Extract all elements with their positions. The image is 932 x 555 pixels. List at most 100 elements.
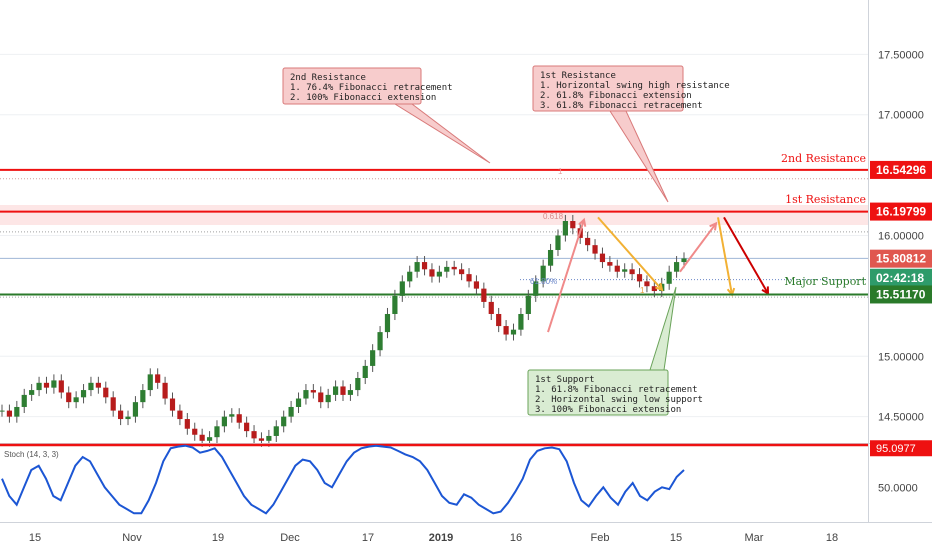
price-badge-text: 15.80812 [876, 252, 926, 266]
candle-body [540, 265, 546, 282]
level-label-major-support: Major Support [784, 275, 866, 288]
candle-body [347, 390, 354, 395]
stoch-axis: 95.0977 50.0000 [870, 440, 932, 494]
candle-body [599, 253, 606, 263]
candle-body [518, 313, 524, 330]
candle-body [118, 410, 124, 420]
level-lines [0, 168, 868, 298]
support1-note-line-4: 3. 100% Fibonacci extension [535, 405, 681, 415]
price-badge-bg [870, 285, 932, 304]
swing-arrow-down-1-head [655, 282, 664, 292]
resistance-zone [0, 205, 868, 225]
candle-body [592, 245, 598, 254]
resistance2-note-line-1: 2nd Resistance [290, 73, 366, 83]
candle-body [533, 281, 539, 296]
swing-arrow-up-2 [679, 222, 717, 273]
resistance2-callout: 2nd Resistance 1. 76.4% Fibonacci retrac… [282, 67, 491, 164]
candle-body [214, 426, 220, 438]
projected-target-arrow [723, 216, 769, 294]
x-tick-label: 16 [510, 532, 522, 544]
candle-body [436, 271, 442, 277]
x-tick-label: 2019 [429, 532, 453, 544]
candle-body [251, 431, 257, 439]
x-tick-label: Mar [745, 532, 764, 544]
candle-body [429, 269, 435, 277]
candle-body [473, 281, 480, 289]
x-tick-label: Dec [280, 532, 300, 544]
candle-body [132, 402, 139, 417]
x-tick-label: 15 [670, 532, 682, 544]
candle-body [362, 365, 368, 378]
fib-label-6180: 61.80% [530, 277, 557, 286]
stoch-tick-label: 50.0000 [878, 482, 918, 494]
price-badge-text: 02:42:18 [876, 271, 924, 285]
x-tick-label: 17 [362, 532, 374, 544]
y-tick-label: 17.50000 [878, 49, 924, 61]
candle-body [585, 237, 591, 246]
candle-body [466, 274, 472, 282]
price-badge-bg [870, 160, 932, 179]
candle-body [496, 313, 502, 327]
candle-body [340, 386, 346, 395]
support1-note-line-1: 1st Support [535, 375, 595, 385]
candle-body [503, 326, 509, 335]
swing-arrow-up-1-head [578, 217, 587, 227]
support1-note-line-2: 1. 61.8% Fibonacci retracement [535, 385, 698, 395]
candle-body [273, 426, 279, 436]
candle-body [177, 410, 183, 420]
candle-body [407, 271, 413, 282]
candle-body [80, 390, 87, 398]
resistance2-note-line-3: 2. 100% Fibonacci extension [290, 93, 436, 103]
candle-body [370, 350, 376, 366]
candle-body [58, 380, 64, 393]
candle-body [199, 434, 205, 441]
time-axis: 15 Nov 19 Dec 17 2019 16 Feb 15 Mar 18 [29, 532, 838, 544]
candle-body [147, 374, 153, 391]
candle-body [110, 397, 116, 411]
price-badges: 16.54296 16.19799 15.80812 02:42:18 15.51170 [870, 160, 932, 304]
resistance1-callout: 1st Resistance 1. Horizontal swing high … [532, 65, 730, 203]
x-tick-label: 19 [212, 532, 224, 544]
candle-body [547, 249, 554, 266]
swing-arrow-up-2-head [709, 221, 718, 231]
candle-body [125, 416, 131, 420]
candle-body [377, 332, 383, 351]
y-tick-label: 14.50000 [878, 412, 924, 424]
candle-body [236, 414, 242, 423]
candle-body [103, 387, 109, 398]
stoch-badge-text: 95.0977 [876, 443, 916, 455]
fib-label-1-lower: 1 [640, 286, 645, 295]
candle-body [43, 382, 50, 388]
candle-body [169, 398, 176, 411]
candle-body [155, 374, 161, 383]
candle-body [622, 269, 628, 272]
candle-body [392, 295, 398, 314]
price-badge-text: 16.19799 [876, 205, 926, 219]
price-badge-bg [870, 249, 932, 268]
candle-body [221, 416, 227, 427]
candle-body [244, 422, 250, 432]
x-tick-label: 18 [826, 532, 838, 544]
candle-body [451, 266, 457, 270]
candle-body [459, 269, 465, 275]
candle-body [384, 313, 391, 333]
candle-body [629, 269, 635, 275]
fib-label-1-upper: 1 [558, 167, 563, 176]
x-tick-label: Feb [591, 532, 610, 544]
candle-body [488, 301, 494, 314]
candle-body [295, 398, 302, 407]
candle-body [421, 262, 428, 270]
candle-body [88, 382, 94, 391]
level-label-resistance1: 1st Resistance [785, 193, 866, 206]
candle-body [644, 281, 650, 287]
candle-body [184, 419, 190, 429]
y-tick-label: 17.00000 [878, 110, 924, 122]
candle-body [258, 438, 265, 441]
resistance1-note-line-2: 1. Horizontal swing high resistance [540, 81, 730, 91]
candle-body [14, 406, 20, 417]
candle-body [266, 435, 272, 441]
candle-body [162, 382, 168, 399]
candle-body [140, 390, 146, 403]
